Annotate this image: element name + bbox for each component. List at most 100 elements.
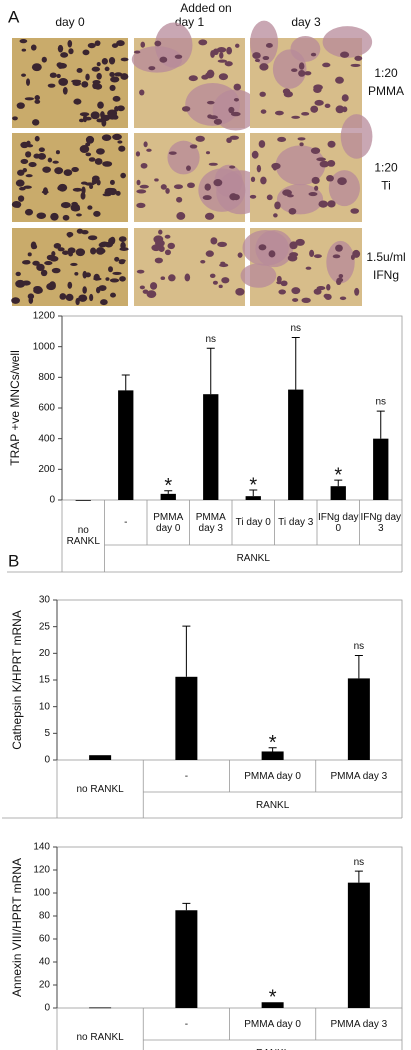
y-tick-label: 5 xyxy=(44,728,50,739)
cell xyxy=(201,74,209,80)
y-tick-label: 140 xyxy=(33,842,50,853)
y-tick-label: 1200 xyxy=(33,311,56,322)
cell xyxy=(120,172,126,179)
bar xyxy=(330,486,346,500)
cell xyxy=(260,176,267,185)
bar xyxy=(288,389,304,500)
y-axis-label: Annexin VIII/HPRT mRNA xyxy=(10,858,24,997)
y-tick-label: 120 xyxy=(33,865,50,876)
cell xyxy=(205,151,211,155)
bar xyxy=(89,1007,112,1009)
cell xyxy=(108,266,113,273)
bar xyxy=(261,751,284,760)
cell xyxy=(71,79,82,84)
y-axis-label: Cathepsin K/HPRT mRNA xyxy=(10,610,24,750)
bar xyxy=(373,438,389,500)
cell xyxy=(292,298,299,302)
cell xyxy=(52,160,59,164)
cell xyxy=(335,105,345,114)
cell xyxy=(148,66,156,71)
bar xyxy=(261,1002,284,1008)
cell xyxy=(164,249,171,256)
cell xyxy=(335,244,343,252)
cell xyxy=(340,114,373,159)
cell xyxy=(318,200,328,208)
cell xyxy=(235,288,245,296)
cell xyxy=(25,260,30,264)
cell xyxy=(20,158,29,164)
cell xyxy=(313,86,322,94)
group-label: RANKL xyxy=(236,553,270,564)
cell xyxy=(213,179,223,187)
cell xyxy=(308,192,318,197)
cell xyxy=(155,239,165,248)
cell xyxy=(67,247,76,254)
cell xyxy=(206,69,215,78)
cell xyxy=(120,241,126,250)
cell xyxy=(275,145,326,186)
cell xyxy=(278,289,286,295)
bar xyxy=(175,676,198,760)
cell xyxy=(85,142,91,147)
cell xyxy=(326,284,331,291)
cell xyxy=(58,65,63,69)
x-tick-label: - xyxy=(124,517,128,528)
panel-label: B xyxy=(8,551,19,570)
cell xyxy=(208,115,218,120)
cell xyxy=(254,58,261,63)
cell xyxy=(209,273,216,278)
cell xyxy=(108,57,116,65)
cell xyxy=(301,297,311,304)
cell xyxy=(42,187,48,196)
cell xyxy=(216,47,227,53)
cell xyxy=(44,260,53,266)
cell xyxy=(226,46,233,55)
cell xyxy=(46,254,55,261)
row-label: IFNg xyxy=(373,268,399,282)
cell xyxy=(34,99,41,104)
cell xyxy=(62,250,69,255)
cell xyxy=(339,296,347,301)
error-bar xyxy=(249,489,258,497)
cell xyxy=(65,293,74,302)
cell xyxy=(94,83,103,90)
y-tick-label: 400 xyxy=(38,433,55,444)
cell xyxy=(75,248,86,257)
cell xyxy=(116,40,125,47)
x-tick-label: IFNg day 3 xyxy=(360,511,402,534)
column-label: day 0 xyxy=(55,15,85,29)
cell xyxy=(84,182,95,186)
cell xyxy=(229,165,236,169)
cell xyxy=(87,235,98,241)
cell xyxy=(17,169,25,176)
cell xyxy=(168,151,177,155)
cell xyxy=(226,137,232,144)
y-tick-label: 1000 xyxy=(33,341,56,352)
cell xyxy=(154,257,163,264)
cell xyxy=(72,187,83,192)
cell xyxy=(136,179,141,186)
cell xyxy=(70,203,80,212)
cell xyxy=(110,76,120,83)
cell xyxy=(21,280,31,286)
cell xyxy=(28,296,34,304)
error-bar xyxy=(376,410,385,439)
cell xyxy=(71,167,79,173)
x-tick-label: PMMA day 3 xyxy=(330,1018,388,1030)
cell xyxy=(19,186,26,191)
x-tick-label: Ti day 0 xyxy=(235,517,271,528)
x-tick-label: PMMA day 0 xyxy=(244,1018,301,1030)
cell xyxy=(115,190,121,196)
cell xyxy=(186,165,191,171)
cell xyxy=(273,213,278,218)
cell xyxy=(27,252,32,257)
cell xyxy=(119,276,126,282)
cell xyxy=(259,91,266,97)
cell xyxy=(224,61,233,67)
cell xyxy=(47,157,53,163)
cell xyxy=(305,266,312,270)
cell xyxy=(76,213,82,217)
cell xyxy=(282,189,292,196)
annotation: ns xyxy=(290,323,301,334)
y-tick-label: 200 xyxy=(38,464,55,475)
